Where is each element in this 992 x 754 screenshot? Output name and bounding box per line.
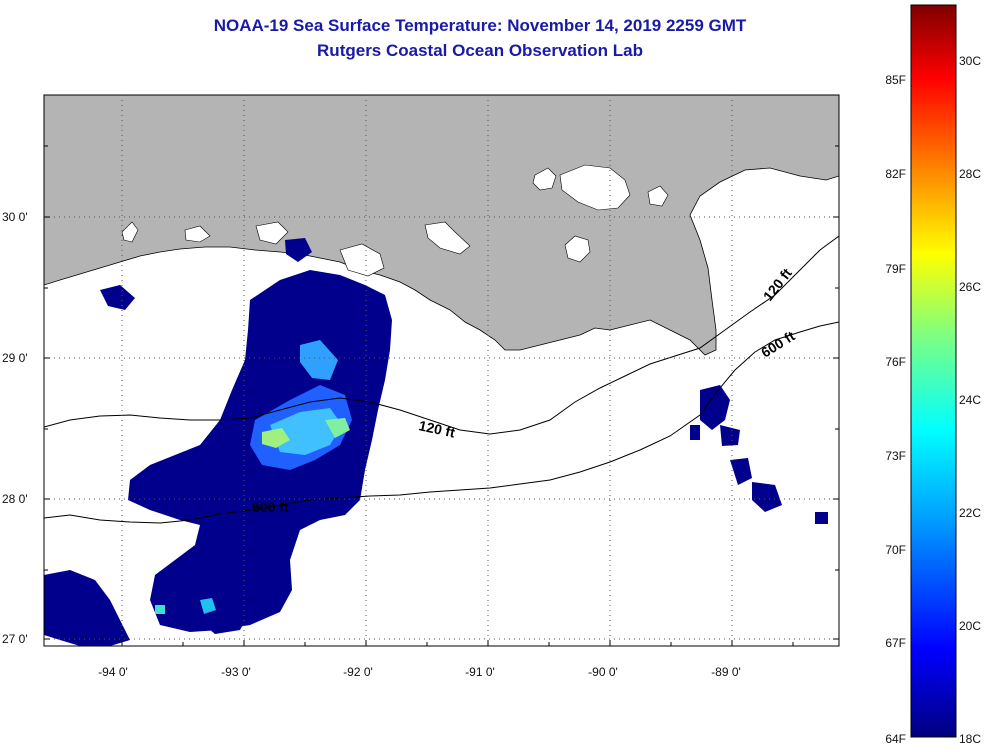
colorbar-c-label: 18C bbox=[959, 732, 981, 746]
axis-ticks bbox=[44, 145, 839, 646]
colorbar-c-label: 24C bbox=[959, 393, 981, 407]
colorbar-f-label: 82F bbox=[885, 167, 906, 181]
colorbar-c-label: 28C bbox=[959, 167, 981, 181]
colorbar-f-label: 79F bbox=[885, 262, 906, 276]
lon-label: -89 0' bbox=[711, 665, 741, 679]
lake bbox=[184, 225, 211, 243]
lon-label: -91 0' bbox=[465, 665, 495, 679]
colorbar-c-label: 20C bbox=[959, 619, 981, 633]
sst-warm-region bbox=[155, 340, 352, 614]
contour-600ft bbox=[44, 321, 839, 524]
lat-label: 28 0' bbox=[2, 492, 28, 506]
graticule bbox=[44, 95, 839, 646]
lat-label: 29 0' bbox=[2, 351, 28, 365]
lake bbox=[339, 243, 385, 277]
bathymetry-contours bbox=[44, 235, 839, 524]
contour-label: 600 ft bbox=[252, 499, 289, 515]
lake bbox=[255, 221, 289, 245]
lon-label: -93 0' bbox=[221, 665, 251, 679]
map-title: NOAA-19 Sea Surface Temperature: Novembe… bbox=[213, 16, 747, 35]
colorbar-f-label: 64F bbox=[885, 732, 906, 746]
lake bbox=[121, 221, 139, 243]
contour-label: 120 ft bbox=[417, 417, 456, 440]
lat-label: 27 0' bbox=[2, 632, 28, 646]
lon-label: -94 0' bbox=[98, 665, 128, 679]
lon-label: -92 0' bbox=[343, 665, 373, 679]
colorbar-c-label: 26C bbox=[959, 280, 981, 294]
map-frame bbox=[43, 94, 840, 647]
colorbar-f-label: 67F bbox=[885, 636, 906, 650]
lake bbox=[647, 185, 669, 207]
colorbar-f-label: 70F bbox=[885, 543, 906, 557]
lake bbox=[564, 235, 591, 263]
colorbar-f-label: 76F bbox=[885, 355, 906, 369]
map-subtitle: Rutgers Coastal Ocean Observation Lab bbox=[317, 41, 643, 60]
lake bbox=[532, 167, 557, 191]
lake bbox=[424, 221, 471, 255]
lon-label: -90 0' bbox=[588, 665, 618, 679]
colorbar-f-label: 85F bbox=[885, 73, 906, 87]
colorbar-c-label: 30C bbox=[959, 54, 981, 68]
colorbar bbox=[910, 4, 957, 738]
colorbar-c-label: 22C bbox=[959, 506, 981, 520]
lake bbox=[559, 164, 631, 211]
lat-label: 30 0' bbox=[2, 210, 28, 224]
colorbar-f-label: 73F bbox=[885, 449, 906, 463]
contour-120ft bbox=[44, 235, 839, 435]
